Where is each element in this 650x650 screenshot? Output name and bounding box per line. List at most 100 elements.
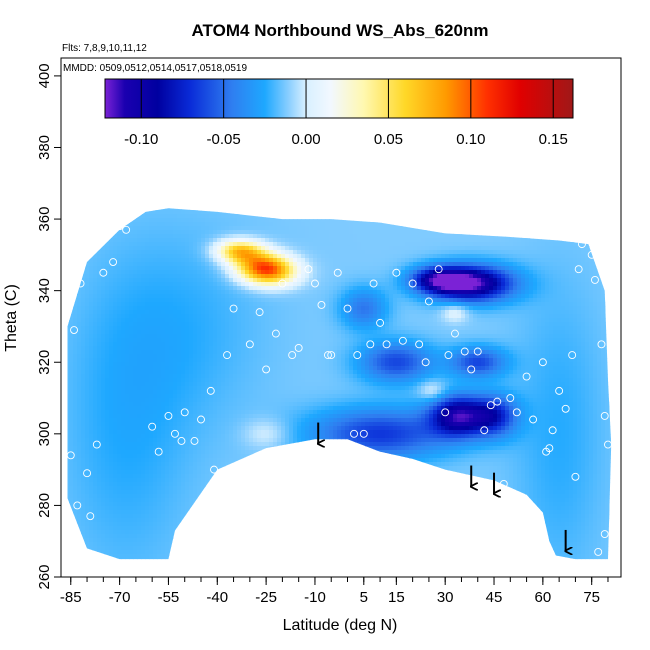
heatmap-cell	[549, 58, 554, 63]
heatmap-cell	[97, 198, 102, 203]
heatmap-cell	[241, 186, 246, 191]
heatmap-cell	[353, 130, 358, 135]
heatmap-cell	[173, 174, 178, 179]
heatmap-cell	[413, 190, 418, 195]
heatmap-cell	[369, 138, 374, 143]
heatmap-cell	[189, 126, 194, 131]
heatmap-cell	[473, 186, 478, 191]
heatmap-cell	[589, 94, 594, 99]
heatmap-cell	[293, 74, 298, 79]
heatmap-cell	[185, 74, 190, 79]
heatmap-cell	[493, 182, 498, 187]
heatmap-cell	[169, 138, 174, 143]
heatmap-cell	[121, 170, 126, 175]
heatmap-cell	[445, 138, 450, 143]
heatmap-cell	[425, 186, 430, 191]
heatmap-cell	[453, 194, 458, 199]
heatmap-cell	[361, 186, 366, 191]
heatmap-cell	[529, 162, 534, 167]
heatmap-cell	[577, 158, 582, 163]
heatmap-cell	[605, 102, 610, 107]
heatmap-cell	[269, 142, 274, 147]
heatmap-cell	[321, 146, 326, 151]
heatmap-cell	[581, 126, 586, 131]
heatmap-cell	[593, 66, 598, 71]
heatmap-cell	[601, 78, 606, 83]
heatmap-cell	[597, 138, 602, 143]
heatmap-cell	[365, 146, 370, 151]
heatmap-cell	[281, 62, 286, 67]
heatmap-cell	[101, 186, 106, 191]
heatmap-cell	[261, 138, 266, 143]
heatmap-cell	[113, 198, 118, 203]
heatmap-cell	[181, 162, 186, 167]
heatmap-cell	[373, 126, 378, 131]
heatmap-cell	[257, 198, 262, 203]
heatmap-cell	[417, 146, 422, 151]
heatmap-cell	[165, 118, 170, 123]
heatmap-cell	[309, 118, 314, 123]
heatmap-cell	[213, 74, 218, 79]
heatmap-cell	[137, 118, 142, 123]
heatmap-cell	[85, 106, 90, 111]
heatmap-cell	[149, 194, 154, 199]
heatmap-cell	[81, 86, 86, 91]
heatmap-cell	[129, 58, 134, 63]
heatmap-cell	[377, 150, 382, 155]
heatmap-cell	[257, 122, 262, 127]
heatmap-cell	[441, 186, 446, 191]
heatmap-cell	[513, 118, 518, 123]
heatmap-cell	[161, 174, 166, 179]
heatmap-cell	[517, 162, 522, 167]
heatmap-cell	[345, 190, 350, 195]
heatmap-cell	[217, 126, 222, 131]
heatmap-cell	[489, 58, 494, 63]
heatmap-cell	[545, 190, 550, 195]
heatmap-cell	[177, 74, 182, 79]
heatmap-cell	[337, 126, 342, 131]
heatmap-cell	[425, 162, 430, 167]
heatmap-cell	[317, 126, 322, 131]
heatmap-cell	[121, 74, 126, 79]
heatmap-cell	[253, 162, 258, 167]
heatmap-cell	[177, 130, 182, 135]
heatmap-cell	[565, 174, 570, 179]
heatmap-cell	[373, 122, 378, 127]
heatmap-cell	[277, 58, 282, 63]
heatmap-cell	[589, 186, 594, 191]
heatmap-cell	[329, 182, 334, 187]
heatmap-cell	[601, 58, 606, 63]
heatmap-cell	[317, 118, 322, 123]
heatmap-cell	[77, 90, 82, 95]
heatmap-cell	[241, 150, 246, 155]
heatmap-cell	[177, 194, 182, 199]
heatmap-cell	[333, 190, 338, 195]
heatmap-cell	[165, 194, 170, 199]
heatmap-cell	[237, 174, 242, 179]
heatmap-cell	[293, 122, 298, 127]
heatmap-cell	[401, 66, 406, 71]
heatmap-cell	[325, 126, 330, 131]
heatmap-cell	[561, 74, 566, 79]
heatmap-cell	[593, 122, 598, 127]
heatmap-cell	[265, 126, 270, 131]
heatmap-cell	[149, 74, 154, 79]
heatmap-cell	[405, 166, 410, 171]
heatmap-cell	[321, 186, 326, 191]
heatmap-cell	[385, 122, 390, 127]
heatmap-cell	[209, 170, 214, 175]
heatmap-cell	[213, 162, 218, 167]
heatmap-cell	[129, 194, 134, 199]
heatmap-cell	[333, 178, 338, 183]
heatmap-cell	[445, 126, 450, 131]
heatmap-cell	[221, 178, 226, 183]
heatmap-cell	[553, 194, 558, 199]
heatmap-cell	[469, 62, 474, 67]
heatmap-cell	[577, 166, 582, 171]
heatmap-cell	[241, 118, 246, 123]
heatmap-cell	[569, 186, 574, 191]
heatmap-cell	[457, 194, 462, 199]
heatmap-cell	[161, 134, 166, 139]
heatmap-cell	[609, 62, 614, 67]
heatmap-cell	[345, 182, 350, 187]
